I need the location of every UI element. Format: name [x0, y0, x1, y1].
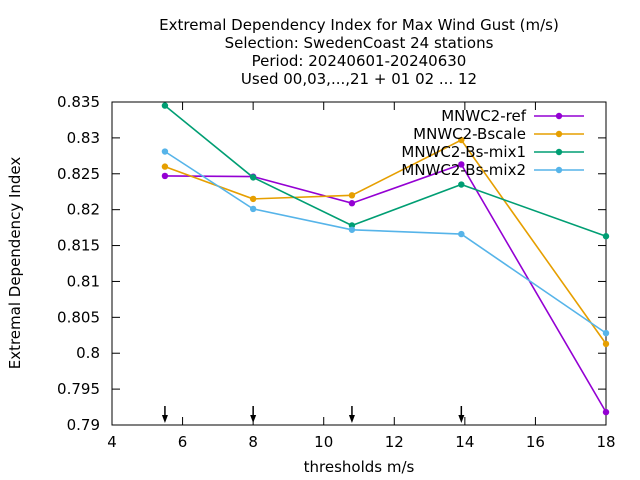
threshold-arrow-head: [250, 415, 257, 423]
series-group: [161, 102, 610, 416]
y-tick-label: 0.81: [67, 272, 100, 290]
legend-swatch-point: [555, 148, 563, 156]
legend-swatch-point: [555, 130, 563, 138]
title-line-4: Used 00,03,...,21 + 01 02 ... 12: [241, 70, 477, 88]
y-axis-label: Extremal Dependency Index: [6, 157, 24, 370]
title-line-2: Selection: SwedenCoast 24 stations: [225, 34, 494, 52]
data-point: [348, 226, 356, 233]
data-point: [458, 230, 465, 238]
y-axis: 0.79 0.795 0.8 0.805 0.81 0.815 0.82 0.825 0.83 0…: [57, 93, 606, 434]
data-point: [458, 161, 465, 168]
legend: MNWC2-refMNWC2-BscaleMNWC2-Bs-mix1MNWC2-…: [401, 107, 584, 179]
data-point: [161, 148, 169, 155]
data-point: [458, 181, 465, 188]
data-point: [161, 172, 169, 180]
series-line-MNWC2-Bs-mix1: [164, 104, 607, 237]
x-axis-label: thresholds m/s: [304, 458, 415, 476]
chart-title: Extremal Dependency Index for Max Wind G…: [159, 16, 559, 88]
legend-label: MNWC2-Bs-mix1: [401, 143, 526, 161]
threshold-arrow-head: [348, 415, 355, 423]
data-point: [348, 200, 356, 207]
y-tick-label: 0.8: [76, 344, 100, 362]
y-tick-label: 0.805: [57, 308, 100, 326]
legend-label: MNWC2-Bs-mix2: [401, 161, 526, 179]
y-tick-label: 0.815: [57, 237, 100, 255]
y-tick-label: 0.795: [57, 380, 100, 398]
data-point: [602, 408, 610, 416]
data-point: [249, 174, 257, 181]
x-tick-label: 4: [107, 433, 117, 451]
data-point: [161, 102, 169, 109]
threshold-arrow-head: [458, 415, 465, 423]
x-tick-label: 6: [178, 433, 188, 451]
x-tick-label: 12: [385, 433, 404, 451]
y-tick-label: 0.82: [67, 201, 100, 219]
title-line-3: Period: 20240601-20240630: [252, 52, 467, 70]
x-tick-label: 8: [248, 433, 258, 451]
x-tick-label: 14: [455, 433, 474, 451]
y-tick-label: 0.79: [67, 416, 100, 434]
y-tick-label: 0.835: [57, 93, 100, 111]
x-tick-label: 10: [314, 433, 333, 451]
data-point: [602, 340, 610, 348]
title-line-1: Extremal Dependency Index for Max Wind G…: [159, 16, 559, 34]
data-point: [602, 233, 610, 240]
data-point: [348, 192, 356, 199]
data-point: [602, 329, 610, 337]
threshold-arrow-head: [161, 415, 168, 423]
legend-swatch-point: [555, 112, 563, 120]
data-point: [458, 136, 465, 144]
y-tick-label: 0.83: [67, 129, 100, 147]
legend-label: MNWC2-ref: [441, 107, 526, 125]
plot-frame: [111, 101, 607, 426]
x-tick-label: 16: [526, 433, 545, 451]
threshold-arrows: [161, 406, 465, 423]
y-tick-label: 0.825: [57, 165, 100, 183]
legend-label: MNWC2-Bscale: [413, 125, 526, 143]
data-point: [161, 163, 169, 170]
x-axis: 4 6 8 10 12 14 16 18: [107, 102, 616, 451]
data-point: [249, 195, 257, 203]
x-tick-label: 18: [596, 433, 615, 451]
legend-swatch-point: [555, 166, 563, 174]
data-point: [249, 205, 257, 213]
